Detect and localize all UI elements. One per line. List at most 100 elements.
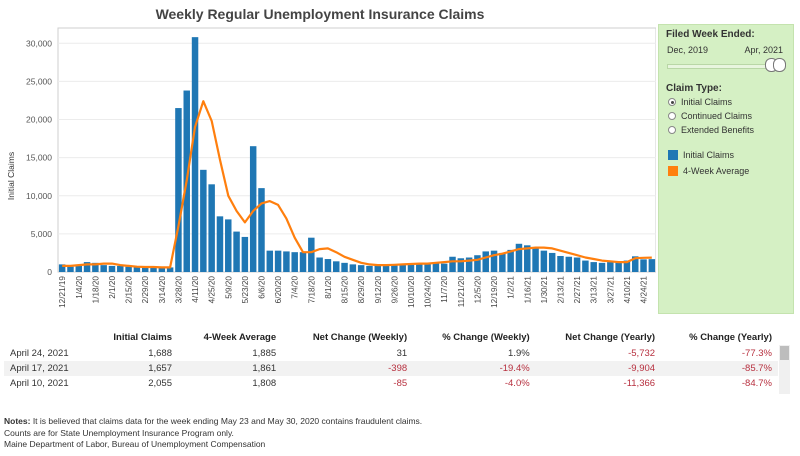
table-cell: 1.9% <box>508 348 530 359</box>
bar <box>565 256 573 272</box>
bar <box>133 267 141 272</box>
plot-frame <box>57 27 656 273</box>
bar <box>291 252 298 272</box>
bar <box>532 247 539 272</box>
bar <box>158 267 166 272</box>
bar <box>407 263 415 272</box>
x-tick-label: 4/25/20 <box>208 276 217 304</box>
range-end-label: Apr, 2021 <box>744 45 783 55</box>
bar <box>391 264 398 272</box>
x-tick-label: 12/19/20 <box>490 276 499 308</box>
bar <box>631 256 639 272</box>
bar <box>100 265 107 272</box>
bar <box>424 264 431 272</box>
bar <box>440 263 448 272</box>
x-tick-label: 6/6/20 <box>257 276 266 299</box>
bar <box>357 265 365 272</box>
x-tick-label: 2/15/20 <box>125 276 134 304</box>
x-tick-label: 11/21/20 <box>457 276 466 308</box>
table-row: April 10, 2021 2,055 1,808 -85 -4.0% -11,366 -… <box>4 376 778 391</box>
radio-selected-icon <box>668 98 676 106</box>
bar <box>117 265 124 272</box>
bar <box>349 264 357 272</box>
bar <box>241 236 249 272</box>
bar <box>499 252 506 272</box>
table-cell: 1,885 <box>252 348 277 359</box>
bar <box>615 262 622 272</box>
bar <box>208 184 215 272</box>
filed-week-title: Filed Week Ended: <box>666 29 755 40</box>
table-cell: -11,366 <box>623 378 656 389</box>
legend-initial-claims: Initial Claims <box>668 150 734 160</box>
legend-swatch <box>668 166 678 176</box>
bar <box>548 252 556 272</box>
x-tick-label: 8/29/20 <box>357 276 366 304</box>
legend-swatch <box>668 150 678 160</box>
bar <box>540 250 548 272</box>
bar <box>233 231 240 272</box>
col-header: Net Change (Yearly) <box>565 332 656 343</box>
radio-continued-claims[interactable]: Continued Claims <box>668 111 752 121</box>
radio-label: Extended Benefits <box>681 125 755 135</box>
date-range-slider[interactable] <box>667 64 781 69</box>
x-tick-label: 8/15/20 <box>341 276 350 304</box>
col-header <box>4 329 91 346</box>
col-header: % Change (Yearly) <box>689 332 772 343</box>
col-header: Net Change (Weekly) <box>312 332 408 343</box>
x-tick-label: 10/24/20 <box>424 276 433 308</box>
table-scrollbar[interactable] <box>779 345 790 394</box>
table-cell: -9,904 <box>535 361 662 376</box>
table-row: April 24, 2021 1,688 1,885 31 1.9% -5,732 -77.… <box>4 346 778 361</box>
x-tick-label: 8/1/20 <box>324 276 333 299</box>
claims-table: Initial Claims 4-Week Average Net Change… <box>4 329 778 391</box>
bar <box>150 267 157 272</box>
legend-label: 4-Week Average <box>683 166 750 176</box>
x-tick-label: 9/26/20 <box>390 276 399 304</box>
bar <box>58 264 66 272</box>
slider-handle-end[interactable] <box>773 58 786 72</box>
x-tick-label: 6/20/20 <box>274 276 283 304</box>
x-tick-label: 2/1/20 <box>108 276 117 299</box>
bar <box>482 251 489 272</box>
bar <box>175 108 182 272</box>
y-axis-title: Initial Claims <box>6 152 16 200</box>
radio-extended-benefits[interactable]: Extended Benefits <box>668 125 754 135</box>
radio-initial-claims[interactable]: Initial Claims <box>668 97 732 107</box>
x-tick-label: 7/18/20 <box>307 276 316 304</box>
table-cell: -19.4% <box>413 361 536 376</box>
bar <box>316 257 323 272</box>
bar <box>474 255 481 272</box>
table-cell: 31 <box>396 348 408 359</box>
bar <box>141 267 149 272</box>
bar <box>623 260 631 272</box>
x-tick-label: 12/21/19 <box>58 276 67 308</box>
scrollbar-thumb[interactable] <box>780 346 789 360</box>
x-tick-label: 5/9/20 <box>224 276 233 299</box>
bar <box>308 237 315 272</box>
y-tick-label: 0 <box>47 267 52 277</box>
x-tick-label: 4/10/21 <box>623 276 632 304</box>
bar <box>374 264 382 272</box>
x-tick-label: 2/13/21 <box>556 276 565 304</box>
bar <box>590 262 597 272</box>
bar <box>258 188 265 272</box>
bar <box>166 267 174 272</box>
table-cell: 1,688 <box>148 348 172 359</box>
table-header-row: Initial Claims 4-Week Average Net Change… <box>4 329 778 346</box>
col-header: 4-Week Average <box>203 332 277 343</box>
bar <box>382 265 390 272</box>
chart-title: Weekly Regular Unemployment Insurance Cl… <box>155 6 485 22</box>
filter-panel: Filed Week Ended: Dec, 2019 Apr, 2021 Cl… <box>658 24 794 314</box>
radio-icon <box>668 126 676 134</box>
bar <box>92 262 99 272</box>
bar <box>432 262 440 272</box>
notes-source: Maine Department of Labor, Bureau of Une… <box>4 439 266 449</box>
table-cell: 1,861 <box>178 361 283 376</box>
radio-label: Initial Claims <box>681 97 733 107</box>
y-tick-label: 20,000 <box>26 115 52 125</box>
y-tick-label: 15,000 <box>26 153 52 163</box>
x-tick-label: 3/13/21 <box>590 276 599 304</box>
bar <box>582 260 589 272</box>
bar <box>524 245 531 272</box>
bar <box>457 258 465 272</box>
